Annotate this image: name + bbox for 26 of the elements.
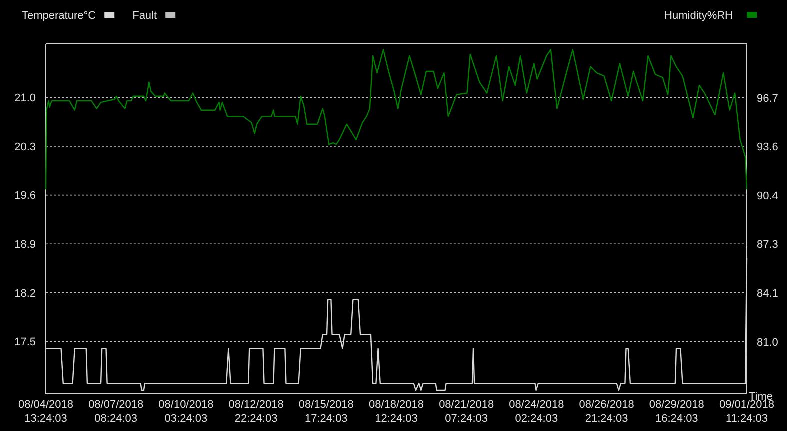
y2-tick-label: 87.3 <box>757 239 778 252</box>
y-tick-label: 18.9 <box>14 238 36 251</box>
x-tick-label: 08/07/2018 08:24:03 <box>88 399 144 425</box>
y2-tick-label: 93.6 <box>757 142 778 154</box>
x-tick-label: 08/18/2018 12:24:03 <box>368 399 424 425</box>
x-tick-label: 08/15/2018 17:24:03 <box>298 399 354 425</box>
x-tick-label: 09/01/2018 11:24:03 <box>719 399 775 425</box>
x-tick-label: 08/10/2018 03:24:03 <box>158 399 214 425</box>
x-tick-label: 08/21/2018 07:24:03 <box>439 399 494 425</box>
x-tick-label: 08/24/2018 02:24:03 <box>509 399 564 425</box>
x-tick-label: 08/29/2018 16:24:03 <box>649 399 704 425</box>
y-tick-label: 20.3 <box>14 141 36 154</box>
x-tick-label: 08/12/2018 22:24:03 <box>228 399 284 425</box>
x-tick-label: 08/26/2018 21:24:03 <box>579 399 634 425</box>
y2-tick-label: 81.0 <box>757 336 778 349</box>
y-tick-label: 18.2 <box>14 288 36 300</box>
legend-label: Fault <box>132 10 158 22</box>
y2-tick-label: 84.1 <box>757 288 778 300</box>
y-tick-label: 17.5 <box>14 336 36 349</box>
y-tick-label: 19.6 <box>14 190 36 202</box>
y2-tick-label: 96.7 <box>757 92 778 105</box>
y2-tick-label: 90.4 <box>757 190 778 202</box>
y-tick-label: 21.0 <box>14 92 36 105</box>
legend-label: Temperature°C <box>22 10 96 22</box>
legend-label: Humidity%RH <box>664 10 734 22</box>
x-tick-label: 08/04/2018 13:24:03 <box>18 399 74 425</box>
